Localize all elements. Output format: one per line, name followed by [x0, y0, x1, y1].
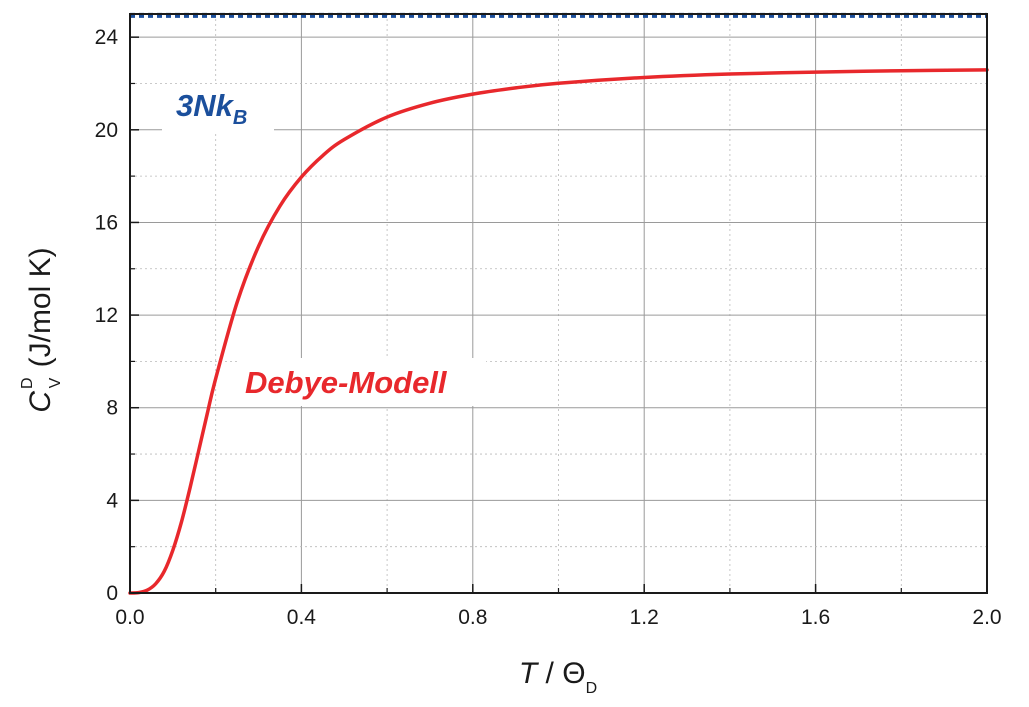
annotation-3nkb-subscript: B — [233, 107, 247, 129]
x-axis-title-symbol: Θ — [562, 657, 585, 690]
series — [128, 12, 989, 595]
y-tick-label: 16 — [95, 211, 118, 234]
y-axis-title-superscript: D — [19, 377, 36, 389]
y-tick-label: 4 — [106, 489, 118, 512]
y-tick-label: 20 — [95, 119, 118, 142]
y-axis-title: CD V (J/mol K) — [19, 247, 64, 412]
annotation-debye-modell: Debye-Modell — [245, 365, 448, 400]
annotation-3nkb: 3NkB — [176, 88, 247, 129]
annotation-debye-background — [238, 358, 486, 406]
y-tick-label: 24 — [95, 26, 119, 49]
y-axis-title-unit: (J/mol K) — [24, 247, 57, 375]
y-tick-label: 12 — [95, 304, 118, 327]
y-tick-label: 0 — [106, 582, 118, 605]
x-tick-label: 1.2 — [630, 606, 659, 629]
ticks: 0.0 0.4 0.8 1.2 1.6 2.0 0 4 8 12 16 20 24 — [95, 26, 1002, 629]
x-axis-title-separator: / — [537, 657, 562, 690]
y-axis-title-main: C — [24, 391, 57, 413]
y-tick-label: 8 — [106, 397, 118, 420]
x-axis-title-main: T — [519, 657, 540, 690]
x-tick-label: 0.0 — [115, 606, 144, 629]
x-tick-label: 1.6 — [801, 606, 830, 629]
x-axis-title-subscript: D — [586, 680, 598, 697]
x-tick-label: 0.8 — [458, 606, 487, 629]
y-axis-title-group: CD V (J/mol K) — [19, 247, 64, 412]
y-axis-title-subscript: V — [47, 377, 64, 388]
annotation-3nkb-background — [162, 84, 274, 132]
debye-curve — [128, 68, 989, 595]
x-axis-title: T / ΘD — [519, 657, 597, 697]
annotation-3nkb-main: 3Nk — [176, 88, 235, 123]
x-tick-label: 2.0 — [972, 606, 1001, 629]
x-tick-label: 0.4 — [287, 606, 317, 629]
